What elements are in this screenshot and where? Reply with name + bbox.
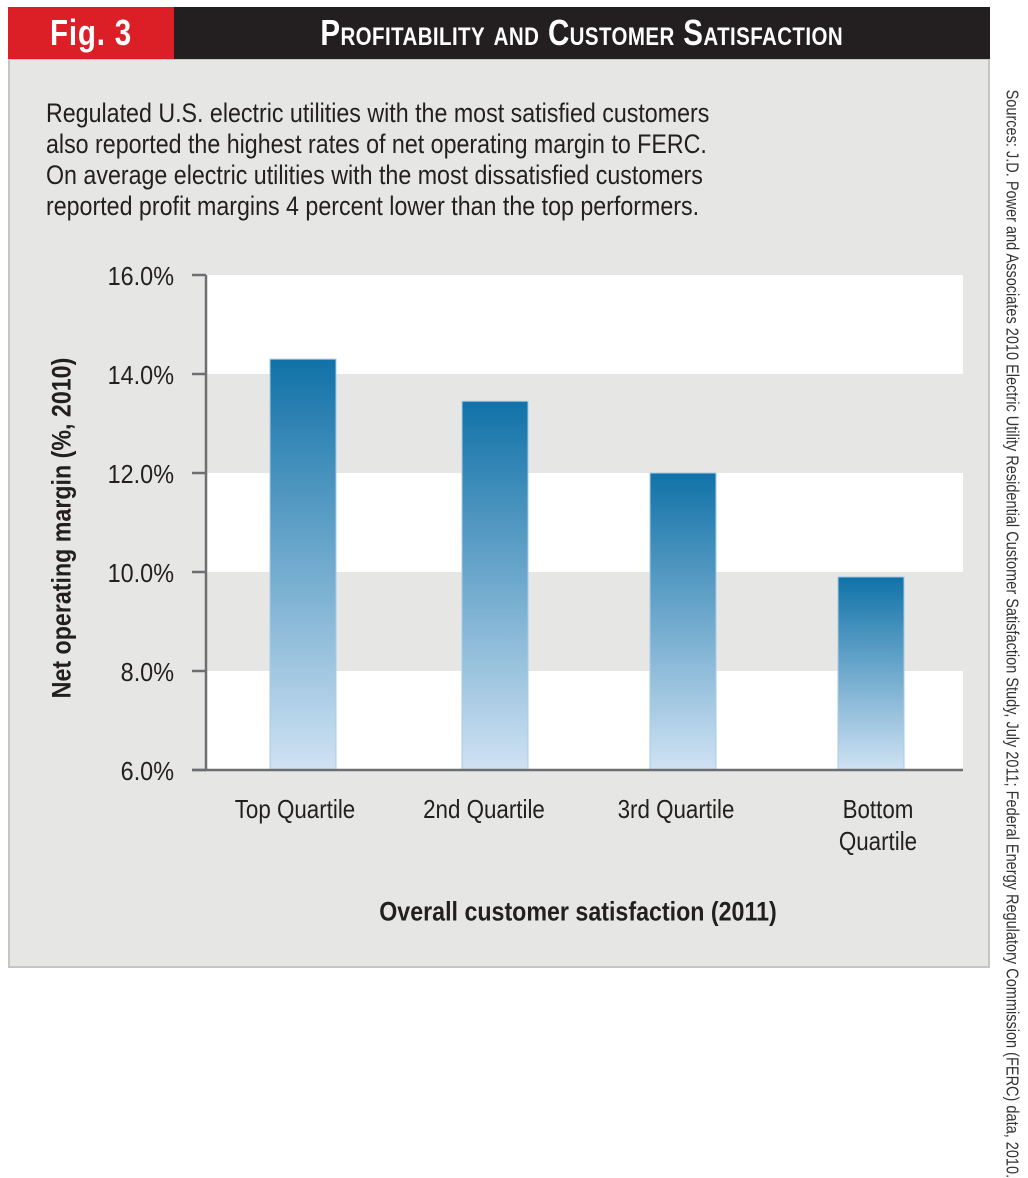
x-tick-label: 3rd Quartile <box>618 795 735 824</box>
intro-line: also reported the highest rates of net o… <box>46 129 707 159</box>
y-tick-label: 8.0% <box>121 659 174 687</box>
bars <box>269 358 905 771</box>
figure-number: Fig. 3 <box>49 12 132 53</box>
y-tick-labels: 6.0% 8.0% 10.0% 12.0% 14.0% 16.0% <box>108 263 174 786</box>
intro-text: Regulated U.S. electric utilities with t… <box>46 98 946 222</box>
y-tick-label: 14.0% <box>108 362 174 390</box>
bar <box>837 576 905 771</box>
y-axis-label: Net operating margin (%, 2010) <box>46 357 77 699</box>
x-tick-label: Quartile <box>839 827 917 856</box>
y-tick-label: 12.0% <box>108 461 174 489</box>
x-tick-label: Top Quartile <box>235 795 355 824</box>
axes <box>192 273 963 772</box>
bar <box>461 400 529 771</box>
intro-line: reported profit margins 4 percent lower … <box>46 191 700 221</box>
x-tick-label: Bottom <box>843 795 914 824</box>
x-axis-label: Overall customer satisfaction (2011) <box>379 896 777 927</box>
x-tick-label: 2nd Quartile <box>423 795 545 824</box>
y-tick-label: 6.0% <box>121 758 174 786</box>
figure-number-badge: Fig. 3 <box>8 7 174 59</box>
figure-title-bar: Profitability and Customer Satisfaction <box>174 7 990 59</box>
grid-band <box>206 275 963 374</box>
intro-line: On average electric utilities with the m… <box>46 160 703 190</box>
bar <box>649 472 717 771</box>
x-tick-labels: Top Quartile 2nd Quartile 3rd Quartile Bott… <box>235 795 917 856</box>
figure-title: Profitability and Customer Satisfaction <box>320 12 844 53</box>
intro-line: Regulated U.S. electric utilities with t… <box>46 98 710 128</box>
y-tick-label: 10.0% <box>108 560 174 588</box>
bar <box>269 358 337 771</box>
bar-chart: 6.0% 8.0% 10.0% 12.0% 14.0% 16.0% Top Quartil… <box>108 263 963 856</box>
y-tick-label: 16.0% <box>108 263 174 291</box>
